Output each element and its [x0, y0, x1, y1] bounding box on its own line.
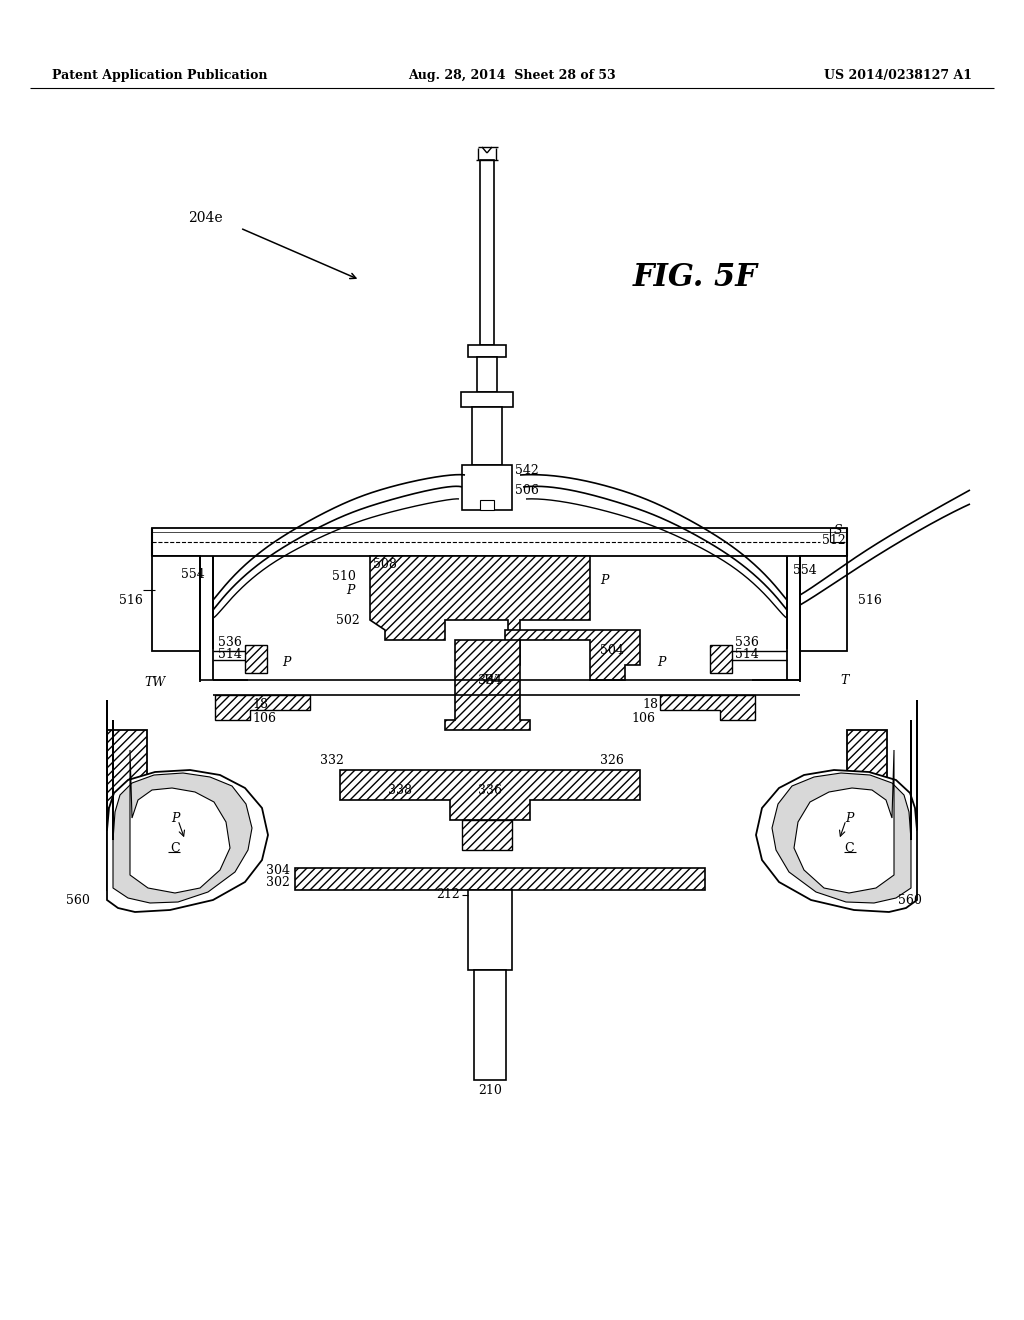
Text: P: P [600, 573, 608, 586]
Text: 204e: 204e [188, 211, 222, 224]
Text: 18: 18 [642, 698, 658, 711]
Text: 510: 510 [332, 570, 356, 583]
Bar [847, 730, 887, 890]
Bar [480, 500, 494, 510]
Polygon shape [340, 770, 640, 820]
Text: 536: 536 [218, 635, 242, 648]
Text: 560: 560 [898, 894, 922, 907]
Text: 18: 18 [252, 698, 268, 711]
Text: Patent Application Publication: Patent Application Publication [52, 69, 267, 82]
Text: W: W [483, 673, 497, 686]
Bar [462, 820, 512, 850]
Text: P: P [657, 656, 666, 668]
Polygon shape [445, 640, 530, 730]
Text: 332: 332 [319, 754, 344, 767]
Text: P: P [282, 656, 291, 668]
Polygon shape [772, 719, 911, 903]
Polygon shape [106, 700, 268, 912]
Bar [295, 869, 705, 890]
Text: 502: 502 [336, 614, 360, 627]
Bar [152, 556, 200, 651]
Text: 334: 334 [478, 673, 502, 686]
Text: TW: TW [144, 676, 166, 689]
Text: 516: 516 [119, 594, 143, 606]
Bar [245, 645, 267, 673]
Polygon shape [215, 696, 310, 719]
Polygon shape [660, 696, 755, 719]
Text: 516: 516 [858, 594, 882, 606]
Bar [461, 392, 513, 407]
Text: 554: 554 [181, 569, 205, 582]
Bar [477, 356, 497, 392]
Text: 508: 508 [373, 558, 397, 572]
Text: 554: 554 [793, 564, 817, 577]
Bar [480, 160, 494, 345]
Bar [800, 556, 847, 651]
Text: 302: 302 [266, 875, 290, 888]
Text: 326: 326 [600, 754, 624, 767]
Text: 338: 338 [388, 784, 412, 796]
Text: 514: 514 [218, 648, 242, 661]
Bar [468, 345, 506, 356]
Bar [152, 528, 847, 556]
Text: P: P [347, 583, 355, 597]
Polygon shape [505, 630, 640, 680]
Text: 536: 536 [735, 635, 759, 648]
Text: 542: 542 [515, 463, 539, 477]
Text: 504: 504 [600, 644, 624, 656]
Text: 512: 512 [822, 533, 846, 546]
Text: 106: 106 [631, 711, 655, 725]
Bar [710, 645, 732, 673]
Text: 514: 514 [735, 648, 759, 661]
Text: Aug. 28, 2014  Sheet 28 of 53: Aug. 28, 2014 Sheet 28 of 53 [409, 69, 615, 82]
Text: P: P [171, 812, 179, 825]
Text: US 2014/0238127 A1: US 2014/0238127 A1 [824, 69, 972, 82]
Text: S: S [834, 524, 843, 536]
Text: 506: 506 [515, 483, 539, 496]
Polygon shape [794, 750, 894, 894]
Text: T: T [840, 673, 848, 686]
Polygon shape [130, 750, 230, 894]
Polygon shape [756, 700, 918, 912]
Text: 210: 210 [478, 1084, 502, 1097]
Text: C: C [170, 842, 180, 854]
Text: 212: 212 [436, 888, 460, 902]
Polygon shape [370, 556, 590, 640]
Bar [474, 970, 506, 1080]
Bar [468, 890, 512, 970]
Bar [472, 407, 502, 465]
Polygon shape [113, 719, 252, 903]
Text: 560: 560 [67, 894, 90, 907]
Text: 106: 106 [252, 711, 276, 725]
Bar [462, 465, 512, 510]
Text: C: C [844, 842, 854, 854]
Text: 304: 304 [266, 863, 290, 876]
Text: 336: 336 [478, 784, 502, 796]
Bar [106, 730, 147, 890]
Text: P: P [845, 812, 853, 825]
Text: FIG. 5F: FIG. 5F [633, 263, 758, 293]
